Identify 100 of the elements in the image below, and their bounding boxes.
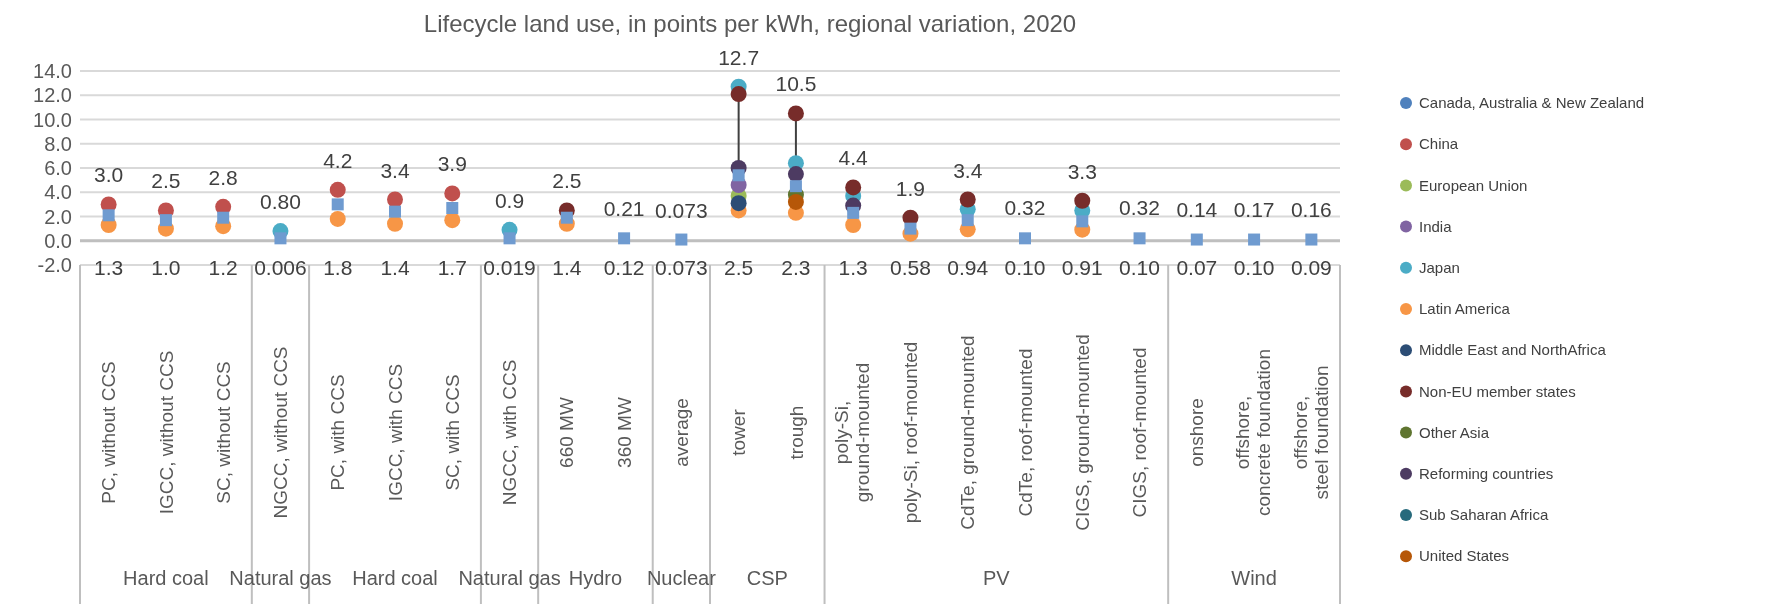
point	[217, 211, 230, 224]
point	[329, 181, 346, 198]
annotation: 3.4	[380, 158, 410, 182]
point	[1074, 192, 1091, 209]
x-tick-label: PC, without CCS	[98, 361, 120, 504]
point	[387, 191, 403, 208]
point	[102, 209, 115, 222]
annotation: 1.3	[838, 255, 868, 279]
point	[732, 169, 745, 182]
point	[847, 206, 860, 219]
annotation: 1.2	[208, 255, 238, 279]
annotation: 1.0	[151, 255, 181, 279]
annotation: 1.7	[437, 255, 467, 279]
x-tick-label: offshore, concrete foundation	[1232, 349, 1275, 516]
point	[329, 210, 346, 227]
point	[904, 222, 917, 235]
x-tick-label: NGCC, without CCS	[270, 346, 292, 519]
point	[618, 232, 631, 245]
legend-label: Latin America	[1419, 300, 1511, 318]
annotation: 0.09	[1290, 255, 1332, 279]
point	[446, 202, 459, 215]
x-tick-label: trough	[785, 405, 807, 460]
legend-label: United States	[1419, 547, 1510, 565]
annotation: 0.073	[655, 255, 708, 279]
y-tick-label: 0.0	[44, 229, 72, 252]
annotation: 0.10	[1119, 255, 1160, 279]
y-tick-label: 10.0	[33, 108, 72, 131]
point	[387, 215, 403, 232]
annotation: 0.10	[1004, 255, 1046, 279]
text: CSP	[746, 567, 788, 589]
x-tick-label: onshore	[1186, 398, 1208, 467]
annotation: 1.8	[323, 255, 353, 279]
y-tick-label: 4.0	[44, 181, 72, 204]
text: Natural gas	[229, 567, 332, 589]
point	[389, 205, 401, 218]
y-tick-label: 2.0	[44, 205, 72, 228]
annotation: 0.94	[947, 255, 989, 279]
legend-label: Other Asia	[1419, 423, 1490, 441]
x-tick-label: IGCC, without CCS	[155, 350, 177, 515]
x-tick-label: SC, with CCS	[441, 374, 463, 491]
annotation: 2.5	[151, 169, 181, 193]
y-tick-label: 8.0	[44, 132, 72, 155]
x-tick-label: 360 MW	[613, 397, 635, 468]
annotation: 0.32	[1119, 195, 1160, 219]
point	[845, 216, 862, 233]
annotation: 3.4	[953, 158, 983, 182]
annotation: 0.21	[603, 197, 645, 221]
y-tick-label: -2.0	[37, 254, 72, 276]
annotation: 0.006	[254, 255, 307, 279]
point	[730, 86, 747, 103]
annotation: 0.91	[1061, 255, 1103, 279]
x-tick-label: CIGS, ground-mounted	[1071, 334, 1093, 531]
y-tick-label: 14.0	[33, 60, 72, 82]
text: Hard coal	[352, 567, 438, 589]
x-tick-label: NGCC, with CCS	[499, 359, 521, 506]
x-tick-label: IGCC, with CCS	[384, 363, 406, 502]
annotation: 0.16	[1290, 197, 1332, 221]
annotation: 3.9	[437, 152, 467, 176]
annotation: 0.019	[483, 255, 536, 279]
annotation: 0.58	[890, 255, 931, 279]
y-tick-label: 12.0	[33, 84, 72, 107]
point	[1133, 232, 1146, 245]
text: Hard coal	[123, 567, 209, 589]
point	[1305, 233, 1318, 246]
text: Natural gas	[458, 567, 561, 589]
text: PV	[983, 567, 1011, 589]
annotation: 2.5	[552, 169, 582, 193]
point	[675, 233, 688, 246]
x-tick-label: average	[671, 398, 693, 467]
legend-label: Japan	[1419, 259, 1460, 277]
annotation: 2.5	[724, 255, 754, 279]
legend-label: Canada, Australia & New Zealand	[1419, 94, 1645, 112]
x-tick-label: tower	[728, 408, 750, 456]
text: Wind	[1231, 567, 1277, 589]
annotation: 0.10	[1233, 255, 1275, 279]
point	[961, 214, 974, 227]
x-tick-label: poly-Si, roof-mounted	[900, 341, 922, 524]
point	[444, 185, 461, 202]
text: Hydro	[568, 567, 623, 589]
annotation: 4.4	[838, 146, 869, 170]
x-tick-label: CIGS, roof-mounted	[1129, 347, 1151, 518]
annotation: 0.14	[1176, 198, 1218, 222]
point	[789, 180, 802, 193]
annotation: 0.17	[1233, 197, 1275, 221]
annotation: 1.4	[552, 255, 582, 279]
point	[274, 232, 287, 245]
annotation: 4.2	[323, 148, 353, 172]
legend-label: Non-EU member states	[1419, 382, 1576, 400]
point	[331, 198, 344, 211]
x-tick-label: PC, with CCS	[327, 374, 349, 491]
x-tick-label: CdTe, ground-mounted	[957, 335, 979, 530]
point	[787, 105, 804, 122]
annotation: 0.9	[494, 188, 525, 212]
annotation: 3.0	[94, 163, 124, 187]
annotation: 1.9	[895, 176, 926, 200]
point	[444, 212, 461, 229]
annotation: 10.5	[775, 72, 817, 96]
legend-label: Middle East and NorthAfrica	[1419, 341, 1607, 359]
legend-label: European Union	[1419, 176, 1528, 194]
point	[845, 179, 862, 196]
